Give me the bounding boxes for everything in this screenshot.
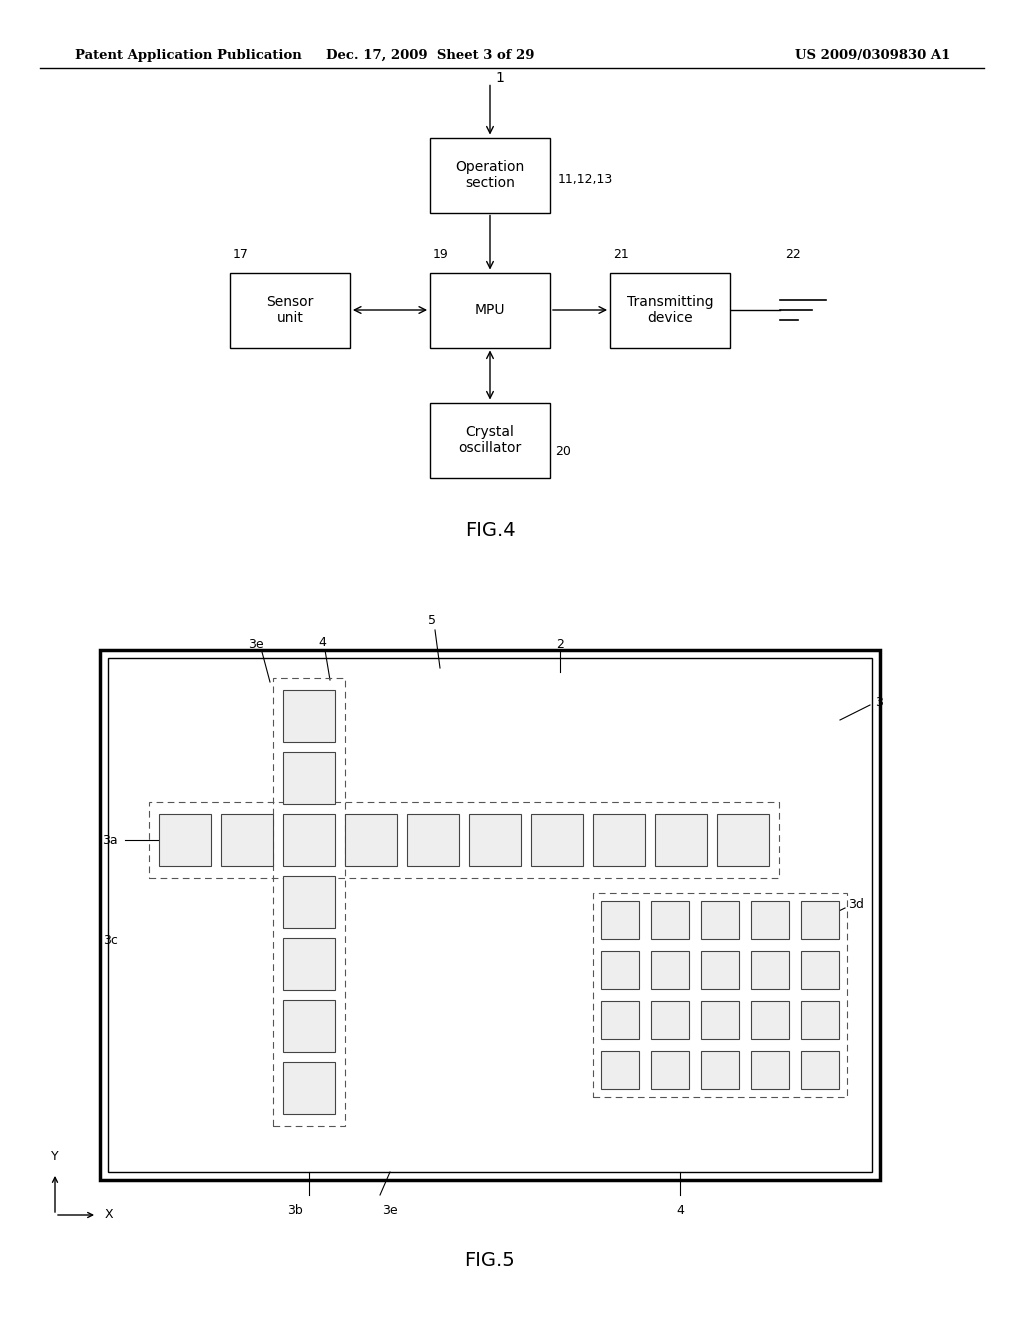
Text: 22: 22 — [785, 248, 801, 260]
Bar — [651, 950, 689, 989]
Bar — [283, 752, 335, 804]
Text: FIG.4: FIG.4 — [465, 520, 515, 540]
Bar — [283, 1063, 335, 1114]
Text: Dec. 17, 2009  Sheet 3 of 29: Dec. 17, 2009 Sheet 3 of 29 — [326, 49, 535, 62]
Bar — [601, 950, 639, 989]
Bar — [531, 814, 583, 866]
Text: Patent Application Publication: Patent Application Publication — [75, 49, 302, 62]
Text: 17: 17 — [233, 248, 249, 260]
Text: US 2009/0309830 A1: US 2009/0309830 A1 — [795, 49, 950, 62]
Bar — [593, 814, 645, 866]
Bar — [283, 1001, 335, 1052]
Text: 3d: 3d — [848, 899, 864, 912]
Bar — [610, 272, 730, 347]
Text: Transmitting
device: Transmitting device — [627, 294, 714, 325]
Text: FIG.5: FIG.5 — [465, 1250, 515, 1270]
Text: 5: 5 — [428, 614, 436, 627]
Text: X: X — [105, 1209, 114, 1221]
Text: 3b: 3b — [287, 1204, 303, 1217]
Text: 11,12,13: 11,12,13 — [558, 173, 613, 186]
Bar — [159, 814, 211, 866]
Bar — [801, 902, 839, 939]
Bar — [651, 1051, 689, 1089]
Bar — [108, 657, 872, 1172]
Text: 3a: 3a — [102, 833, 118, 846]
Bar — [283, 876, 335, 928]
Bar — [651, 902, 689, 939]
Text: 1: 1 — [495, 70, 504, 84]
Text: 19: 19 — [433, 248, 449, 260]
Bar — [751, 950, 790, 989]
Bar — [751, 902, 790, 939]
Bar — [801, 1001, 839, 1039]
Bar — [469, 814, 521, 866]
Bar — [701, 902, 739, 939]
Text: 4: 4 — [676, 1204, 684, 1217]
Text: Operation
section: Operation section — [456, 160, 524, 190]
Bar — [751, 1051, 790, 1089]
Text: 3: 3 — [874, 696, 883, 709]
Bar — [801, 1051, 839, 1089]
Bar — [283, 814, 335, 866]
Text: Sensor
unit: Sensor unit — [266, 294, 313, 325]
Bar — [345, 814, 397, 866]
Bar — [221, 814, 273, 866]
Text: Y: Y — [51, 1150, 58, 1163]
Bar — [717, 814, 769, 866]
Bar — [150, 803, 779, 878]
Bar — [430, 137, 550, 213]
Text: 4: 4 — [318, 635, 326, 648]
Text: 3c: 3c — [103, 933, 118, 946]
Bar — [701, 950, 739, 989]
Bar — [283, 939, 335, 990]
Bar — [430, 272, 550, 347]
Text: 20: 20 — [555, 445, 570, 458]
Text: 3e: 3e — [382, 1204, 397, 1217]
Bar — [593, 894, 847, 1097]
Bar — [100, 649, 880, 1180]
Bar — [651, 1001, 689, 1039]
Bar — [601, 1001, 639, 1039]
Bar — [601, 902, 639, 939]
Text: 21: 21 — [613, 248, 629, 260]
Text: 2: 2 — [556, 638, 564, 651]
Text: 3e: 3e — [248, 639, 264, 652]
Bar — [407, 814, 459, 866]
Bar — [655, 814, 707, 866]
Bar — [801, 950, 839, 989]
Bar — [430, 403, 550, 478]
Bar — [701, 1001, 739, 1039]
Bar — [751, 1001, 790, 1039]
Bar — [273, 678, 345, 1126]
Bar — [701, 1051, 739, 1089]
Bar — [283, 690, 335, 742]
Text: MPU: MPU — [475, 304, 505, 317]
Text: Crystal
oscillator: Crystal oscillator — [459, 425, 521, 455]
Bar — [601, 1051, 639, 1089]
Bar — [230, 272, 350, 347]
